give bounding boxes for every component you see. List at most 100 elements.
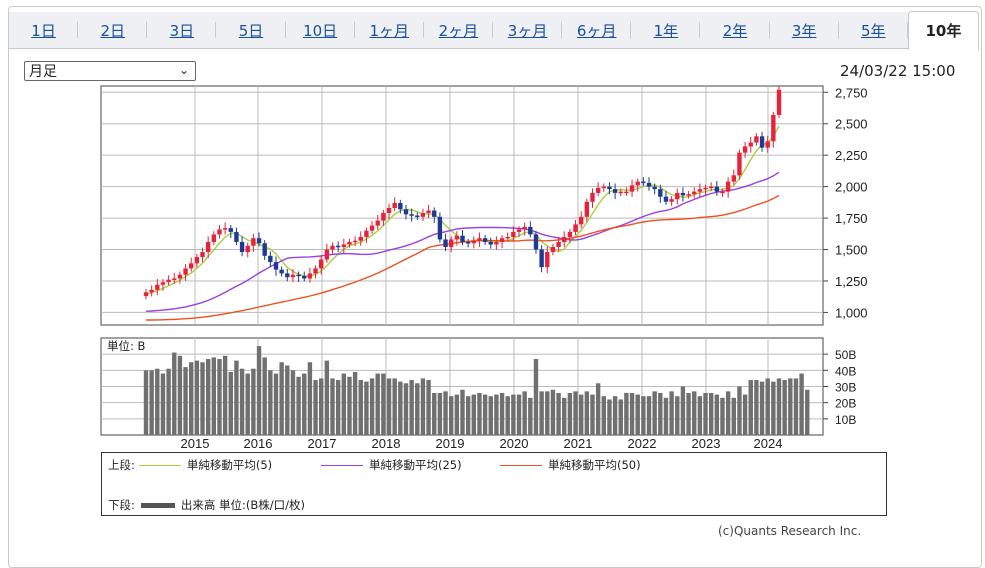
volume-bar bbox=[319, 378, 324, 435]
candle-body bbox=[398, 202, 403, 210]
volume-bar bbox=[771, 381, 776, 435]
volume-bar bbox=[652, 391, 657, 435]
tab-period-5[interactable]: 10日 bbox=[286, 12, 355, 48]
volume-bar bbox=[234, 360, 239, 435]
x-tick-label: 2019 bbox=[436, 436, 465, 451]
candle-body bbox=[658, 189, 663, 197]
candle-body bbox=[177, 274, 183, 279]
candle-body bbox=[556, 241, 561, 248]
candle-interval-value: 月足 bbox=[29, 64, 57, 80]
tab-period-10[interactable]: 1年 bbox=[631, 12, 701, 48]
candle-body bbox=[686, 194, 691, 196]
candle-body bbox=[573, 224, 578, 232]
tab-period-13[interactable]: 5年 bbox=[839, 12, 908, 48]
volume-bar bbox=[143, 370, 149, 435]
legend-ma25-label: 単純移動平均(25) bbox=[369, 458, 462, 472]
volume-bar bbox=[511, 394, 516, 435]
candle-body bbox=[319, 259, 324, 269]
candle-body bbox=[646, 182, 652, 187]
volume-bar bbox=[731, 397, 736, 435]
price-panel bbox=[100, 85, 824, 326]
volume-bar bbox=[330, 378, 335, 435]
candle-body bbox=[754, 136, 759, 143]
volume-bar bbox=[601, 396, 606, 435]
volume-bar bbox=[646, 396, 652, 435]
volume-bar bbox=[437, 392, 443, 435]
volume-bar bbox=[545, 391, 550, 435]
volume-bar bbox=[296, 376, 301, 435]
tab-period-12[interactable]: 3年 bbox=[770, 12, 839, 48]
tab-period-4[interactable]: 5日 bbox=[216, 12, 286, 48]
volume-bar bbox=[290, 370, 296, 435]
candle-body bbox=[228, 228, 233, 232]
volume-bar bbox=[352, 371, 358, 435]
candle-body bbox=[680, 192, 686, 196]
volume-bar bbox=[358, 380, 363, 435]
candle-body bbox=[375, 220, 380, 226]
legend-volume-swatch bbox=[140, 502, 175, 508]
y-tick-label: 1,750 bbox=[835, 211, 868, 226]
volume-bar bbox=[708, 392, 714, 435]
volume-bar bbox=[686, 392, 691, 435]
candle-body bbox=[703, 187, 708, 190]
volume-bar bbox=[539, 391, 544, 435]
volume-y-tick-label: 50B bbox=[835, 348, 856, 362]
tab-period-9[interactable]: 6ヶ月 bbox=[562, 12, 632, 48]
candle-body bbox=[488, 241, 493, 245]
volume-bar bbox=[573, 391, 578, 435]
volume-bar bbox=[799, 373, 804, 435]
tab-period-3[interactable]: 3日 bbox=[147, 12, 217, 48]
ma-line-25 bbox=[145, 171, 780, 312]
candle-body bbox=[692, 191, 697, 195]
period-tabs: 1日 2日 3日 5日 10日 1ヶ月 2ヶ月 3ヶ月 6ヶ月 1年 2年 3年 5年 10年 bbox=[9, 11, 979, 50]
candle-body bbox=[415, 215, 420, 218]
volume-bar bbox=[347, 376, 352, 435]
volume-bar bbox=[748, 380, 753, 435]
candle-body bbox=[471, 240, 477, 244]
volume-bar bbox=[612, 396, 618, 435]
candle-body bbox=[166, 279, 171, 283]
candle-body bbox=[759, 136, 765, 148]
volume-bar bbox=[494, 394, 499, 435]
volume-bar bbox=[313, 380, 318, 435]
candle-body bbox=[256, 238, 262, 244]
candle-body bbox=[652, 186, 657, 190]
candle-body bbox=[437, 216, 443, 240]
candle-body bbox=[528, 226, 533, 235]
candle-body bbox=[381, 213, 386, 221]
candle-body bbox=[742, 146, 748, 153]
candle-body bbox=[522, 226, 527, 230]
volume-bar bbox=[465, 396, 471, 435]
tab-period-7[interactable]: 2ヶ月 bbox=[424, 12, 494, 48]
tab-period-8[interactable]: 3ヶ月 bbox=[493, 12, 563, 48]
legend-ma5-label: 単純移動平均(5) bbox=[186, 458, 273, 472]
candle-body bbox=[285, 273, 290, 278]
candle-body bbox=[635, 181, 640, 186]
tab-period-11[interactable]: 2年 bbox=[700, 12, 770, 48]
volume-bar bbox=[205, 359, 211, 435]
volume-bar bbox=[324, 360, 330, 435]
volume-bar bbox=[714, 394, 720, 435]
candle-body bbox=[618, 191, 623, 194]
volume-y-tick-label: 40B bbox=[835, 364, 856, 378]
volume-bar bbox=[505, 396, 510, 435]
volume-bar bbox=[268, 370, 273, 435]
candle-interval-select[interactable]: 月足 ⌄ bbox=[24, 61, 196, 81]
candle-body bbox=[290, 274, 296, 278]
volume-bar bbox=[177, 355, 183, 435]
tab-period-2[interactable]: 2日 bbox=[78, 12, 148, 48]
chevron-down-icon: ⌄ bbox=[178, 63, 189, 77]
volume-bar bbox=[703, 392, 708, 435]
candle-body bbox=[392, 202, 397, 209]
volume-bar bbox=[200, 362, 205, 435]
volume-bar bbox=[149, 370, 154, 435]
volume-bar bbox=[533, 359, 539, 435]
volume-bar bbox=[166, 368, 171, 435]
tab-period-6[interactable]: 1ヶ月 bbox=[355, 12, 424, 48]
tab-period-14[interactable]: 10年 bbox=[907, 11, 979, 50]
candle-body bbox=[296, 274, 301, 277]
candle-body bbox=[629, 185, 635, 192]
volume-bar bbox=[737, 386, 742, 435]
tab-period-1[interactable]: 1日 bbox=[9, 12, 79, 48]
volume-bar bbox=[595, 383, 601, 435]
